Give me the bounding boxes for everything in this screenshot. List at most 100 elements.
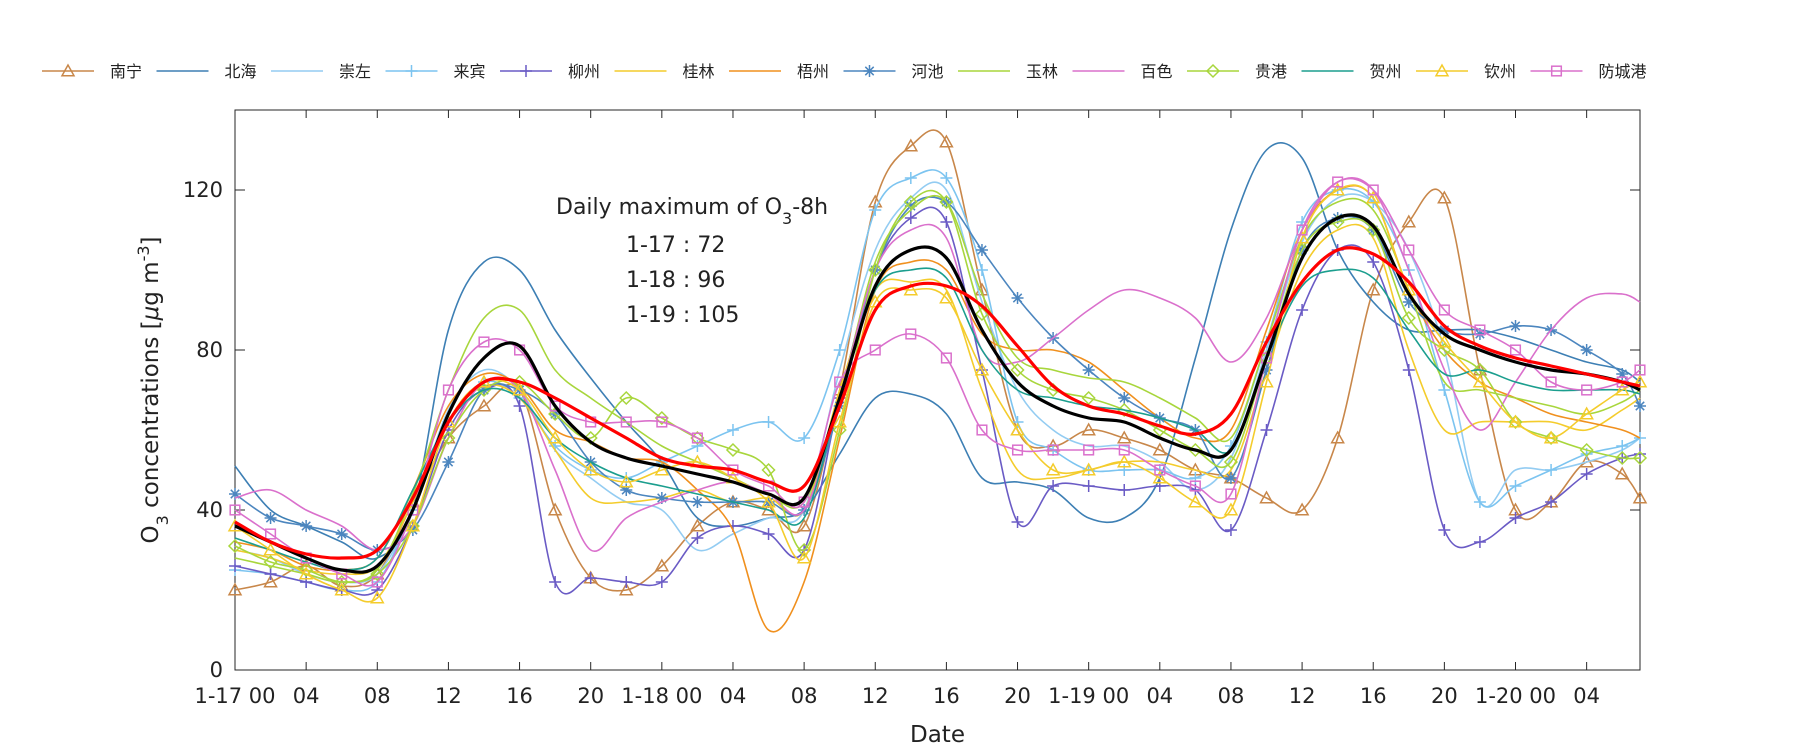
data-point-triangle xyxy=(1116,430,1132,444)
data-point-diamond xyxy=(974,306,990,322)
data-point-plus xyxy=(229,560,241,572)
data-point-plus xyxy=(798,432,811,444)
data-point-diamond xyxy=(1223,454,1239,470)
data-point-square xyxy=(1438,304,1450,316)
legend-item: 钦州 xyxy=(1416,62,1516,81)
data-point-star xyxy=(1011,292,1024,304)
data-point-triangle xyxy=(654,558,670,572)
data-point-square xyxy=(1550,65,1563,77)
data-point-square xyxy=(265,528,277,540)
daily-max-annotation: Daily maximum of O3-8h 1-17 : 72 1-18 : … xyxy=(556,195,828,328)
data-point-diamond xyxy=(797,542,812,558)
data-point-triangle xyxy=(796,550,812,564)
legend-item: 防城港 xyxy=(1530,62,1647,81)
x-tick-label: 1-18 00 xyxy=(621,684,702,708)
data-point-star xyxy=(904,200,917,212)
data-point-star xyxy=(1473,328,1486,340)
x-tick-label: 1-20 00 xyxy=(1475,684,1556,708)
data-point-triangle xyxy=(1472,374,1488,388)
data-point-star xyxy=(229,488,241,500)
data-point-plus xyxy=(1011,416,1024,428)
data-point-diamond xyxy=(1117,402,1132,418)
data-point-triangle xyxy=(405,518,421,532)
data-point-plus xyxy=(371,584,384,596)
data-point-square xyxy=(1634,364,1646,376)
legend-label: 钦州 xyxy=(1484,62,1516,81)
legend-label: 南宁 xyxy=(110,62,142,81)
data-point-plus xyxy=(655,576,668,588)
x-tick-label: 04 xyxy=(720,684,747,708)
data-point-plus xyxy=(520,65,532,77)
data-point-plus xyxy=(1296,304,1309,316)
data-point-star xyxy=(655,492,668,504)
data-point-plus xyxy=(1224,524,1237,536)
legend-item: 北海 xyxy=(156,62,257,81)
data-point-plus xyxy=(833,344,846,356)
data-point-plus xyxy=(1118,464,1131,476)
legend-label: 贺州 xyxy=(1370,62,1402,81)
data-point-diamond xyxy=(1615,450,1630,466)
data-point-square xyxy=(940,352,952,364)
data-point-plus xyxy=(726,424,739,436)
y-axis-label-mu: μ xyxy=(138,306,164,322)
data-point-plus xyxy=(869,204,882,216)
data-point-diamond xyxy=(441,430,456,446)
data-point-triangle xyxy=(1614,466,1630,480)
data-point-triangle xyxy=(1579,406,1594,420)
data-point-star xyxy=(264,512,277,524)
data-point-triangle xyxy=(618,582,634,596)
data-point-star xyxy=(1509,320,1522,332)
data-point-diamond xyxy=(334,574,349,590)
data-point-plus xyxy=(1616,440,1629,452)
data-point-triangle xyxy=(1437,334,1452,348)
data-point-star xyxy=(1224,472,1237,484)
data-point-triangle xyxy=(1188,494,1203,508)
data-point-diamond xyxy=(725,442,741,458)
data-point-star xyxy=(1118,392,1131,404)
data-point-plus xyxy=(1189,472,1202,484)
data-point-triangle xyxy=(1259,490,1274,504)
annotation-line-3: 1-19 : 105 xyxy=(626,303,739,328)
data-point-triangle xyxy=(1543,430,1559,444)
data-point-square xyxy=(1260,352,1273,364)
data-point-diamond xyxy=(761,462,776,478)
data-point-triangle xyxy=(1434,63,1450,77)
data-point-plus xyxy=(1047,480,1060,492)
data-point-square xyxy=(620,416,632,428)
series-line xyxy=(234,267,1641,571)
annotation-title-suffix: -8h xyxy=(792,195,828,220)
x-tick-label: 04 xyxy=(293,684,320,708)
data-point-triangle xyxy=(1632,490,1648,504)
data-point-triangle xyxy=(903,138,919,152)
data-point-star xyxy=(335,528,348,540)
y-axis-label-unit: g m xyxy=(138,261,164,305)
data-point-plus xyxy=(1118,484,1131,496)
annotation-line-1: 1-17 : 72 xyxy=(626,233,725,258)
data-point-square xyxy=(869,344,881,356)
data-point-plus xyxy=(1011,516,1024,528)
data-point-triangle xyxy=(263,542,278,556)
x-tick-label: 08 xyxy=(364,684,391,708)
series-崇左 xyxy=(234,181,1641,584)
data-point-plus xyxy=(1545,464,1558,476)
data-point-plus xyxy=(1509,480,1522,492)
x-tick-label: 12 xyxy=(1289,684,1316,708)
data-point-star xyxy=(1260,364,1273,376)
data-point-plus xyxy=(1509,512,1522,524)
x-tick-label: 20 xyxy=(1004,684,1031,708)
legend-item: 河池 xyxy=(843,62,944,81)
series-layer xyxy=(227,129,1648,633)
data-point-plus xyxy=(1580,468,1593,480)
x-tick-label: 16 xyxy=(506,684,533,708)
data-point-diamond xyxy=(1205,63,1221,79)
series-line xyxy=(234,177,1641,587)
data-point-square xyxy=(1509,344,1522,356)
x-tick-label: 16 xyxy=(933,684,960,708)
data-point-diamond xyxy=(1508,414,1523,430)
data-point-triangle xyxy=(60,63,76,77)
data-point-diamond xyxy=(1579,442,1594,458)
data-point-plus xyxy=(1260,424,1273,436)
data-point-star xyxy=(1580,344,1593,356)
data-point-triangle xyxy=(1081,462,1096,476)
data-point-diamond xyxy=(583,430,598,446)
